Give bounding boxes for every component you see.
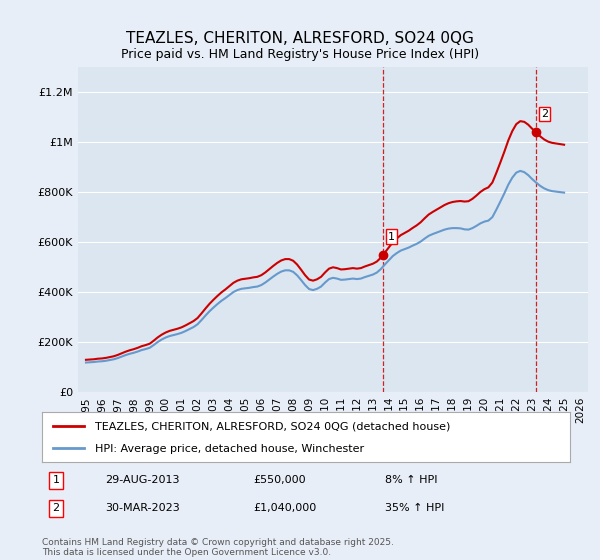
Text: 35% ↑ HPI: 35% ↑ HPI (385, 503, 445, 513)
Text: TEAZLES, CHERITON, ALRESFORD, SO24 0QG (detached house): TEAZLES, CHERITON, ALRESFORD, SO24 0QG (… (95, 422, 450, 432)
Text: Contains HM Land Registry data © Crown copyright and database right 2025.
This d: Contains HM Land Registry data © Crown c… (42, 538, 394, 557)
Text: 2: 2 (541, 109, 548, 119)
Text: 1: 1 (53, 475, 59, 485)
Text: TEAZLES, CHERITON, ALRESFORD, SO24 0QG: TEAZLES, CHERITON, ALRESFORD, SO24 0QG (126, 31, 474, 46)
Text: 8% ↑ HPI: 8% ↑ HPI (385, 475, 438, 485)
Text: 2: 2 (53, 503, 59, 513)
Text: £1,040,000: £1,040,000 (253, 503, 316, 513)
Text: HPI: Average price, detached house, Winchester: HPI: Average price, detached house, Winc… (95, 444, 364, 454)
Text: £550,000: £550,000 (253, 475, 306, 485)
Text: 30-MAR-2023: 30-MAR-2023 (106, 503, 180, 513)
Text: Price paid vs. HM Land Registry's House Price Index (HPI): Price paid vs. HM Land Registry's House … (121, 48, 479, 60)
Text: 1: 1 (388, 232, 395, 241)
Text: 29-AUG-2013: 29-AUG-2013 (106, 475, 180, 485)
